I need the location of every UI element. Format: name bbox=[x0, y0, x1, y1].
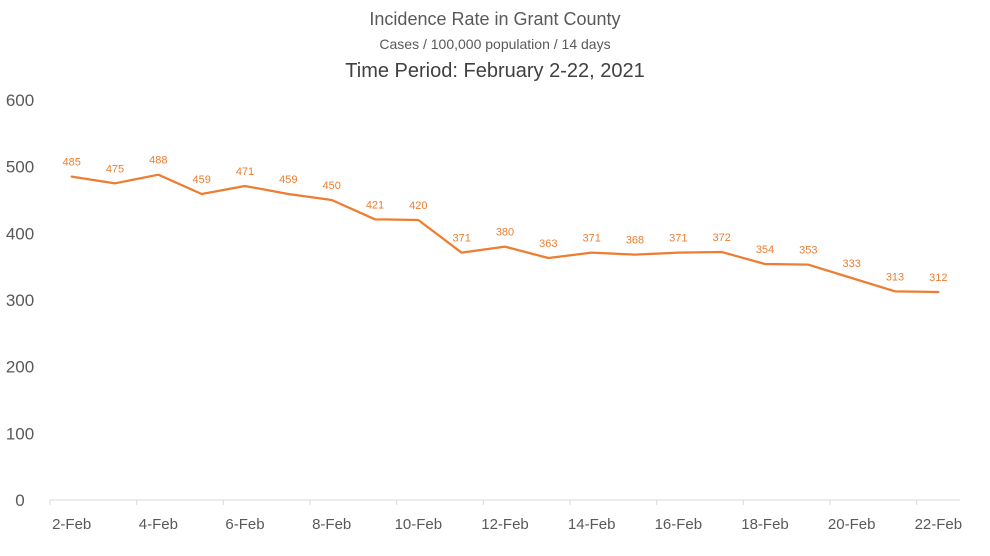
x-tick-label: 16-Feb bbox=[655, 516, 703, 533]
data-label: 488 bbox=[149, 155, 167, 167]
series-layer bbox=[70, 173, 940, 294]
data-label: 368 bbox=[626, 235, 644, 247]
data-label: 421 bbox=[366, 199, 384, 211]
x-tick-label: 4-Feb bbox=[139, 516, 178, 533]
x-tick-label: 20-Feb bbox=[828, 516, 876, 533]
y-axis: 0 100 200 300 400 500 600 bbox=[6, 91, 34, 510]
data-label: 371 bbox=[669, 233, 687, 245]
series-line bbox=[70, 173, 940, 294]
x-tick-label: 12-Feb bbox=[481, 516, 529, 533]
data-label: 459 bbox=[279, 174, 297, 186]
data-label: 353 bbox=[799, 245, 817, 257]
data-label: 420 bbox=[409, 200, 427, 212]
x-tick-label: 10-Feb bbox=[395, 516, 443, 533]
y-tick-label: 300 bbox=[6, 291, 34, 310]
x-tick-label: 6-Feb bbox=[225, 516, 264, 533]
data-label: 333 bbox=[842, 258, 860, 270]
chart-time-period: Time Period: February 2-22, 2021 bbox=[345, 60, 644, 82]
data-label: 372 bbox=[712, 232, 730, 244]
data-label: 475 bbox=[106, 163, 124, 175]
data-label: 459 bbox=[192, 174, 210, 186]
data-label: 313 bbox=[886, 271, 904, 283]
data-label: 363 bbox=[539, 238, 557, 250]
x-axis: 2-Feb 4-Feb 6-Feb 8-Feb 10-Feb 12-Feb 14-Feb 16… bbox=[49, 499, 963, 533]
chart-subtitle: Cases / 100,000 population / 14 days bbox=[379, 36, 610, 52]
data-labels: 485 475 488 459 471 459 450 421 420 371 380 363 371 3… bbox=[62, 155, 947, 284]
data-label: 312 bbox=[929, 272, 947, 284]
y-tick-label: 100 bbox=[6, 424, 34, 443]
data-label: 371 bbox=[582, 233, 600, 245]
x-tick-label: 8-Feb bbox=[312, 516, 351, 533]
data-label: 450 bbox=[322, 180, 340, 192]
y-tick-label: 400 bbox=[6, 224, 34, 243]
data-label: 354 bbox=[756, 244, 774, 256]
data-label: 371 bbox=[452, 233, 470, 245]
y-tick-label: 0 bbox=[15, 491, 24, 510]
x-tick-label: 2-Feb bbox=[52, 516, 91, 533]
x-tick-label: 18-Feb bbox=[741, 516, 789, 533]
chart-title: Incidence Rate in Grant County bbox=[369, 9, 620, 29]
y-tick-label: 200 bbox=[6, 358, 34, 377]
y-tick-label: 600 bbox=[6, 91, 34, 110]
y-tick-label: 500 bbox=[6, 158, 34, 177]
x-tick-label: 14-Feb bbox=[568, 516, 616, 533]
data-label: 380 bbox=[496, 227, 514, 239]
data-label: 471 bbox=[236, 166, 254, 178]
data-label: 485 bbox=[62, 157, 80, 169]
x-tick-label: 22-Feb bbox=[915, 516, 963, 533]
